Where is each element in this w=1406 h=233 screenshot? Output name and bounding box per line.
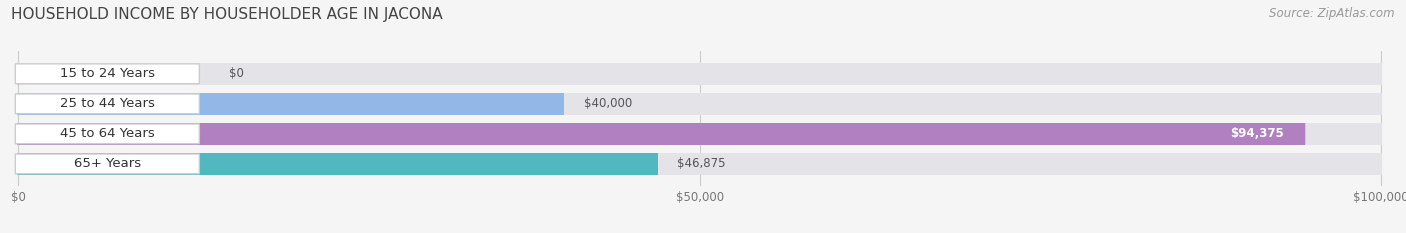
- FancyBboxPatch shape: [15, 94, 200, 114]
- Bar: [18, 63, 1381, 85]
- Text: $94,375: $94,375: [1230, 127, 1284, 140]
- Text: 65+ Years: 65+ Years: [73, 157, 141, 170]
- Bar: [18, 153, 657, 175]
- Text: 45 to 64 Years: 45 to 64 Years: [60, 127, 155, 140]
- Text: HOUSEHOLD INCOME BY HOUSEHOLDER AGE IN JACONA: HOUSEHOLD INCOME BY HOUSEHOLDER AGE IN J…: [11, 7, 443, 22]
- Bar: [18, 93, 564, 115]
- Bar: [18, 123, 1305, 145]
- Text: $40,000: $40,000: [583, 97, 631, 110]
- Text: 25 to 44 Years: 25 to 44 Years: [60, 97, 155, 110]
- Text: Source: ZipAtlas.com: Source: ZipAtlas.com: [1270, 7, 1395, 20]
- Bar: [18, 123, 1381, 145]
- Text: $0: $0: [229, 67, 245, 80]
- FancyBboxPatch shape: [15, 154, 200, 174]
- FancyBboxPatch shape: [15, 124, 200, 144]
- Bar: [18, 153, 1381, 175]
- Bar: [18, 93, 1381, 115]
- Text: $46,875: $46,875: [678, 157, 725, 170]
- Text: 15 to 24 Years: 15 to 24 Years: [60, 67, 155, 80]
- FancyBboxPatch shape: [15, 64, 200, 84]
